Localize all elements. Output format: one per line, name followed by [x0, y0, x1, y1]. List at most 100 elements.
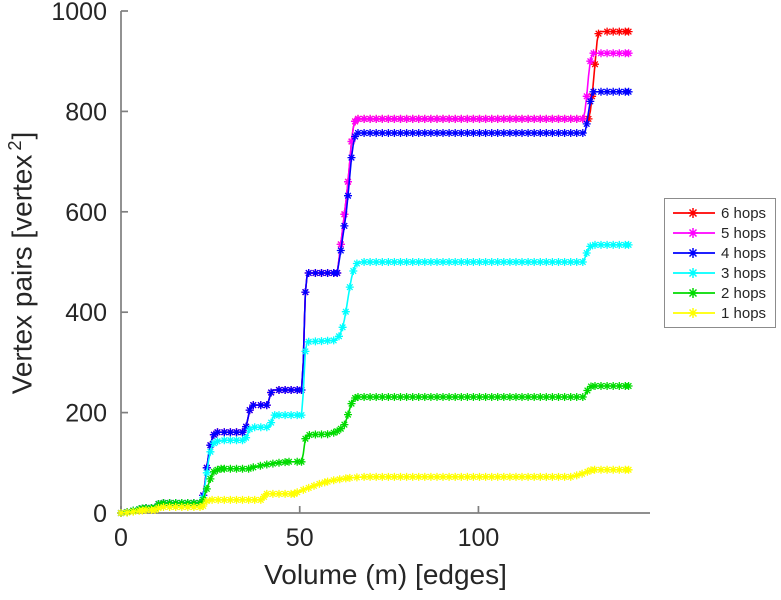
- y-axis-label-bracket: ]: [6, 131, 38, 140]
- marker-asterisk: [323, 269, 332, 277]
- marker-asterisk: [304, 483, 313, 492]
- marker-asterisk: [451, 258, 460, 266]
- marker-asterisk: [481, 472, 490, 481]
- marker-asterisk: [245, 425, 254, 434]
- marker-asterisk: [463, 258, 472, 266]
- marker-asterisk: [199, 495, 208, 504]
- y-tick-label: 800: [65, 98, 107, 126]
- marker-asterisk: [250, 495, 259, 504]
- marker-asterisk: [129, 507, 138, 516]
- marker-asterisk: [238, 428, 247, 437]
- marker-asterisk: [196, 503, 204, 511]
- marker-asterisk: [597, 382, 605, 390]
- marker-asterisk: [609, 87, 618, 96]
- marker-asterisk: [340, 210, 349, 219]
- marker-asterisk: [597, 49, 605, 58]
- legend-label-5-hops: 5 hops: [721, 224, 767, 242]
- marker-asterisk: [347, 399, 356, 408]
- marker-asterisk: [536, 393, 545, 401]
- marker-asterisk: [582, 119, 591, 128]
- marker-asterisk: [299, 485, 308, 494]
- marker-asterisk: [512, 472, 520, 481]
- marker-asterisk: [390, 258, 399, 266]
- marker-asterisk: [457, 258, 466, 266]
- marker-asterisk: [481, 114, 490, 123]
- marker-asterisk: [177, 503, 186, 511]
- marker-asterisk: [439, 472, 447, 481]
- marker-asterisk: [396, 393, 405, 401]
- marker-asterisk: [530, 393, 539, 401]
- marker-asterisk: [335, 475, 344, 484]
- marker-asterisk: [372, 129, 381, 137]
- marker-asterisk: [524, 129, 533, 137]
- marker-asterisk: [451, 393, 460, 401]
- marker-asterisk: [505, 114, 514, 123]
- marker-asterisk: [469, 258, 478, 266]
- marker-asterisk: [351, 132, 360, 141]
- marker-asterisk: [451, 114, 460, 123]
- marker-asterisk: [624, 382, 633, 390]
- marker-asterisk: [249, 401, 258, 410]
- marker-asterisk: [560, 472, 569, 481]
- marker-asterisk: [603, 27, 612, 36]
- marker-asterisk: [603, 382, 612, 390]
- legend-label-1-hops: 1 hops: [721, 304, 767, 322]
- marker-asterisk: [260, 492, 268, 501]
- marker-asterisk: [232, 436, 241, 445]
- marker-asterisk: [281, 489, 290, 498]
- marker-asterisk: [512, 129, 520, 137]
- marker-asterisk: [396, 258, 405, 266]
- marker-asterisk: [572, 258, 581, 266]
- marker-asterisk: [583, 467, 592, 476]
- marker-asterisk: [609, 465, 618, 474]
- marker-asterisk: [183, 503, 192, 511]
- x-tick-label: 100: [458, 524, 500, 552]
- series-line-6-hops: [120, 30, 629, 514]
- marker-asterisk: [202, 468, 211, 477]
- marker-asterisk: [345, 283, 354, 292]
- marker-asterisk: [536, 472, 545, 481]
- marker-asterisk: [548, 258, 557, 266]
- marker-asterisk: [345, 473, 354, 482]
- y-axis-label-text: Vertex pairs [vertex: [6, 154, 38, 395]
- marker-asterisk: [214, 495, 223, 504]
- marker-asterisk: [530, 129, 539, 137]
- marker-asterisk: [202, 484, 211, 493]
- marker-asterisk: [396, 114, 405, 123]
- marker-asterisk: [445, 129, 454, 137]
- marker-asterisk: [262, 423, 271, 432]
- marker-asterisk: [226, 495, 235, 504]
- marker-asterisk: [304, 337, 313, 346]
- marker-asterisk: [499, 114, 508, 123]
- marker-asterisk: [582, 249, 591, 257]
- marker-asterisk: [349, 267, 358, 275]
- marker-asterisk: [268, 489, 277, 498]
- marker-asterisk: [344, 410, 352, 419]
- marker-asterisk: [597, 87, 605, 96]
- marker-asterisk: [493, 393, 502, 401]
- marker-asterisk: [505, 258, 514, 266]
- marker-asterisk: [586, 97, 595, 106]
- legend-swatch-5-hops: [673, 228, 715, 238]
- marker-asterisk: [493, 129, 502, 137]
- marker-asterisk: [408, 129, 417, 137]
- marker-asterisk: [572, 471, 581, 480]
- marker-asterisk: [352, 259, 361, 268]
- marker-asterisk: [463, 114, 472, 123]
- marker-asterisk: [311, 269, 320, 277]
- marker-asterisk: [378, 258, 387, 266]
- marker-asterisk: [281, 386, 290, 394]
- marker-asterisk: [226, 428, 235, 437]
- x-tick-label: 50: [286, 524, 314, 552]
- y-tick-label: 400: [65, 299, 107, 327]
- marker-asterisk: [256, 401, 265, 410]
- marker-asterisk: [402, 129, 411, 137]
- marker-asterisk: [293, 457, 302, 466]
- marker-asterisk: [433, 114, 441, 123]
- marker-asterisk: [591, 240, 599, 249]
- marker-asterisk: [341, 307, 350, 316]
- marker-asterisk: [189, 503, 198, 511]
- marker-asterisk: [542, 129, 551, 137]
- marker-asterisk: [487, 393, 496, 401]
- marker-asterisk: [536, 129, 545, 137]
